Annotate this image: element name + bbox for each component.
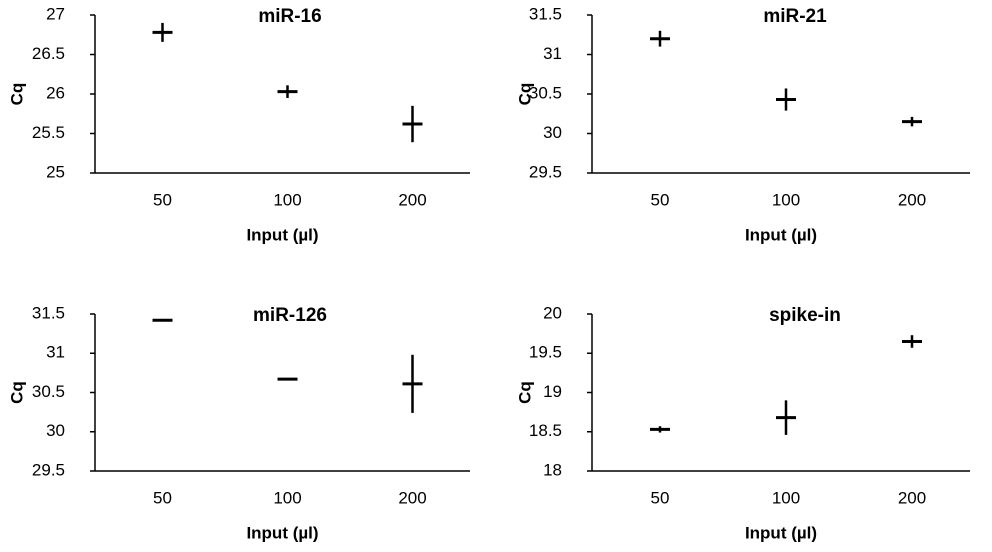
y-tick-label: 19 bbox=[543, 382, 562, 401]
y-axis-label: Cq bbox=[7, 381, 26, 404]
y-axis-label: Cq bbox=[515, 381, 534, 404]
x-tick-label: 100 bbox=[273, 190, 301, 209]
x-tick-label: 50 bbox=[651, 190, 670, 209]
y-tick-label: 18 bbox=[543, 460, 562, 479]
panel-title: miR-126 bbox=[253, 305, 327, 326]
x-tick-label: 50 bbox=[651, 488, 670, 507]
y-tick-label: 29.5 bbox=[32, 460, 65, 479]
y-tick-label: 31 bbox=[543, 44, 562, 63]
x-tick-label: 200 bbox=[898, 488, 926, 507]
y-tick-label: 29.5 bbox=[529, 162, 562, 181]
y-tick-label: 31.5 bbox=[32, 303, 65, 322]
x-tick-label: 100 bbox=[772, 488, 800, 507]
y-tick-label: 20 bbox=[543, 303, 562, 322]
y-axis-label: Cq bbox=[7, 83, 26, 106]
y-tick-label: 18.5 bbox=[529, 421, 562, 440]
panel-title: spike-in bbox=[769, 305, 841, 326]
y-tick-label: 30 bbox=[46, 421, 65, 440]
x-tick-label: 200 bbox=[398, 190, 426, 209]
x-tick-label: 50 bbox=[153, 190, 172, 209]
x-axis-label: Input (µl) bbox=[246, 523, 318, 542]
y-tick-label: 30 bbox=[543, 123, 562, 142]
y-tick-label: 25 bbox=[46, 162, 65, 181]
y-tick-label: 25.5 bbox=[32, 123, 65, 142]
x-tick-label: 50 bbox=[153, 488, 172, 507]
x-tick-label: 100 bbox=[772, 190, 800, 209]
panel-title: miR-21 bbox=[763, 6, 827, 27]
x-tick-label: 200 bbox=[398, 488, 426, 507]
y-tick-label: 30.5 bbox=[529, 83, 562, 102]
y-tick-label: 27 bbox=[46, 4, 65, 23]
y-tick-label: 26 bbox=[46, 83, 65, 102]
x-tick-label: 100 bbox=[273, 488, 301, 507]
panel-title: miR-16 bbox=[258, 6, 321, 27]
x-axis-label: Input (µl) bbox=[745, 225, 817, 244]
y-tick-label: 26.5 bbox=[32, 44, 65, 63]
y-axis-label: Cq bbox=[515, 83, 534, 106]
x-axis-label: Input (µl) bbox=[246, 225, 318, 244]
y-tick-label: 19.5 bbox=[529, 343, 562, 362]
x-axis-label: Input (µl) bbox=[745, 523, 817, 542]
y-tick-label: 31.5 bbox=[529, 4, 562, 23]
y-tick-label: 30.5 bbox=[32, 382, 65, 401]
y-tick-label: 31 bbox=[46, 343, 65, 362]
x-tick-label: 200 bbox=[898, 190, 926, 209]
